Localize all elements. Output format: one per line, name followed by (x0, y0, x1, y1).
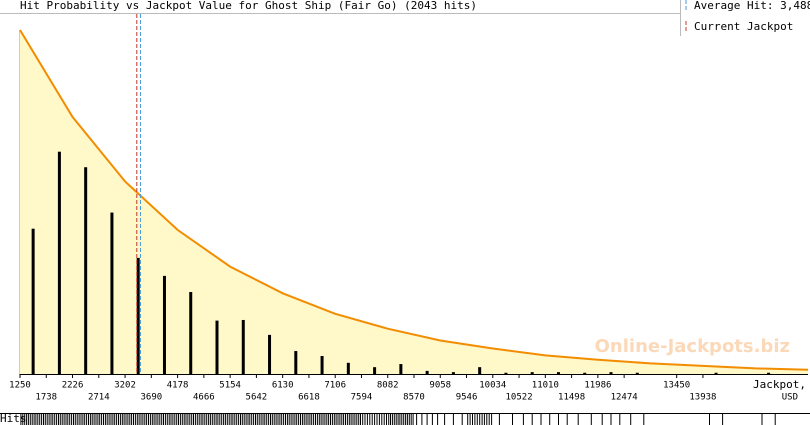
bar (373, 367, 377, 374)
bar (583, 372, 587, 374)
x-tick-label: 13938 (689, 393, 716, 403)
bar (84, 167, 88, 374)
bar (241, 319, 245, 374)
x-tick-label: 7594 (351, 393, 373, 403)
legend-entry: Average Hit: 3,488 (694, 0, 810, 12)
bar (556, 372, 560, 374)
bar (57, 151, 61, 374)
x-tick-label: 2714 (88, 393, 110, 403)
bar (268, 334, 272, 374)
x-tick-label: 1250 (9, 381, 31, 391)
x-tick-label: 10522 (506, 393, 533, 403)
bar (635, 372, 639, 374)
bar (609, 372, 613, 374)
x-tick-label: 8082 (377, 381, 399, 391)
x-tick-label: 13450 (663, 381, 690, 391)
bar (189, 292, 193, 374)
x-tick-label: 5154 (219, 381, 241, 391)
bar (478, 367, 482, 374)
bar (714, 372, 718, 374)
x-tick-label: 4178 (167, 381, 189, 391)
x-tick-label: 11498 (558, 393, 585, 403)
bar (110, 212, 114, 374)
x-tick-label: 10034 (479, 381, 506, 391)
x-tick-label: 9546 (456, 393, 478, 403)
x-tick-label: 1738 (35, 393, 57, 403)
fit-area (20, 30, 808, 374)
x-axis-unit: USD (782, 393, 798, 403)
x-tick-label: 6130 (272, 381, 294, 391)
x-tick-label: 11010 (532, 381, 559, 391)
x-tick-label: 12474 (611, 393, 638, 403)
watermark: Online-Jackpots.biz (595, 336, 790, 357)
fit-line (19, 29, 809, 371)
bar (504, 372, 508, 374)
x-tick-label: 5642 (246, 393, 268, 403)
bar (346, 362, 350, 374)
bar (767, 372, 771, 374)
x-tick-label: 4666 (193, 393, 215, 403)
x-tick-label: 7106 (324, 381, 346, 391)
rug-label: Hits (0, 412, 27, 425)
x-axis-label: Jackpot, (753, 378, 806, 391)
bar (320, 355, 324, 374)
x-tick-label: 2226 (62, 381, 84, 391)
bar (530, 372, 534, 374)
bar (162, 275, 166, 374)
x-tick-label: 11986 (584, 381, 611, 391)
bar (451, 372, 455, 374)
chart-title: Hit Probability vs Jackpot Value for Gho… (20, 0, 477, 12)
bar (31, 228, 35, 374)
x-tick-label: 6618 (298, 393, 320, 403)
bar (136, 257, 140, 374)
bar (425, 370, 429, 374)
x-tick-label: 3202 (114, 381, 136, 391)
legend-entry: Current Jackpot (694, 20, 793, 33)
bar (399, 364, 403, 374)
x-tick-label: 9058 (429, 381, 451, 391)
x-tick-label: 3690 (140, 393, 162, 403)
bar (294, 351, 298, 374)
x-tick-label: 8570 (403, 393, 425, 403)
bar (215, 320, 219, 374)
